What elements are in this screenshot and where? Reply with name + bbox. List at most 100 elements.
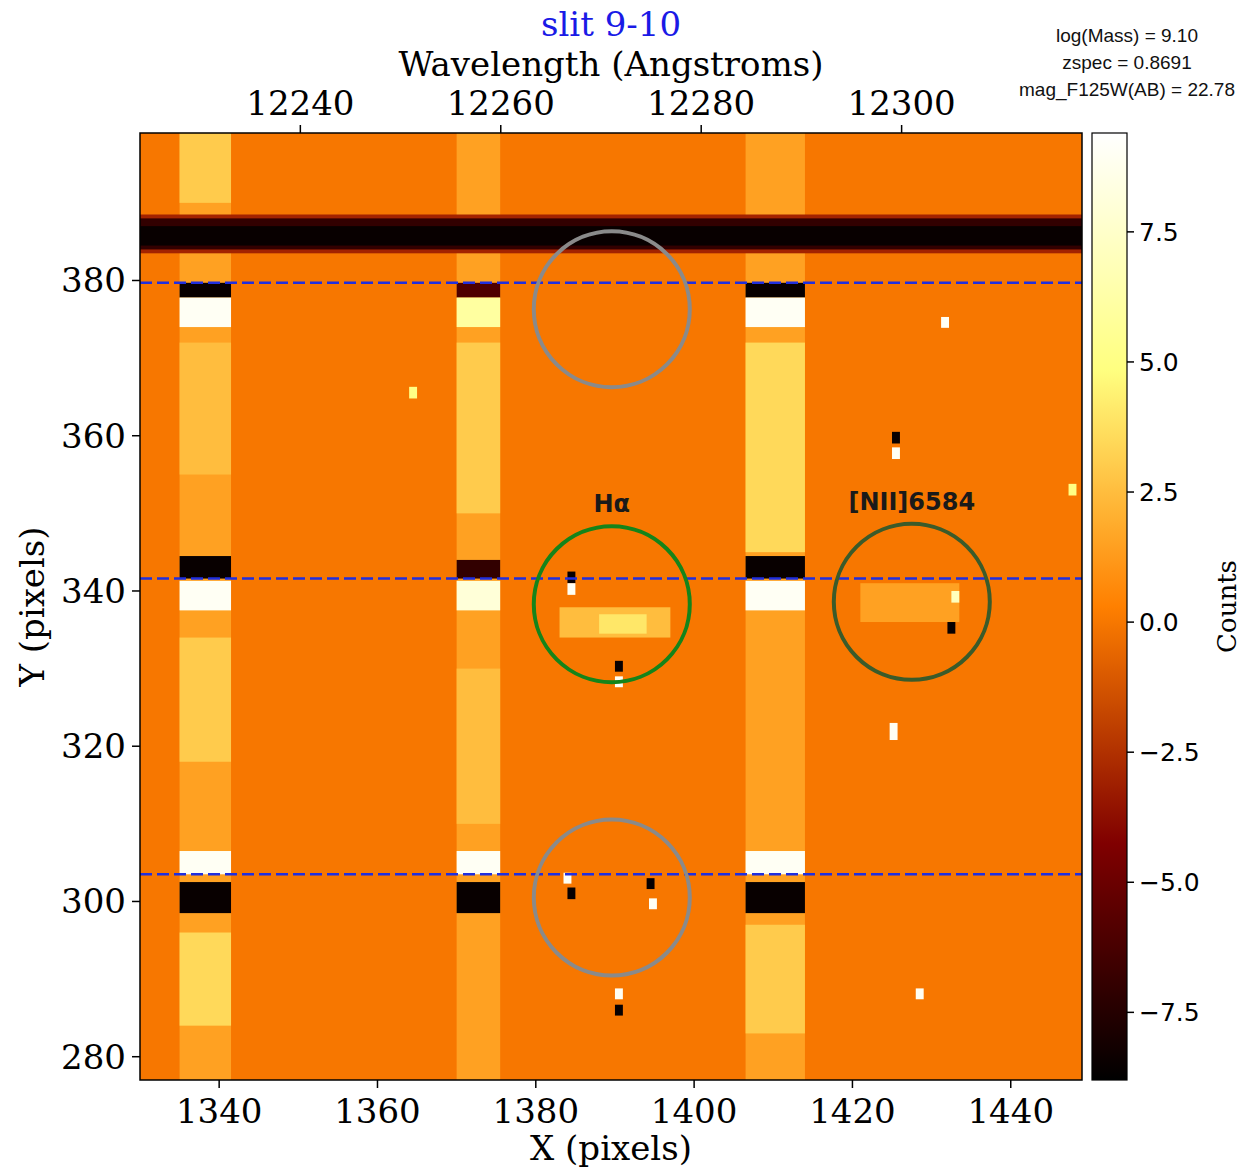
cell — [140, 218, 1082, 249]
cell — [951, 591, 959, 603]
cell — [457, 882, 501, 913]
y-tick — [132, 590, 140, 592]
x2-tick — [300, 125, 302, 133]
x-tick-label: 1380 — [493, 1091, 580, 1131]
line-label: Hα — [594, 490, 631, 518]
colorbar-tick — [1127, 882, 1134, 884]
line-label: [NII]6584 — [848, 488, 975, 516]
y-tick-label: 340 — [61, 571, 126, 611]
cell — [892, 447, 900, 459]
colorbar-tick — [1127, 361, 1134, 363]
cell — [746, 851, 805, 874]
colorbar-tick-label: 7.5 — [1139, 218, 1179, 247]
cell — [615, 661, 623, 672]
cell — [746, 283, 805, 298]
cell — [746, 133, 805, 1080]
x2-tick-label: 12240 — [246, 83, 354, 123]
x2-axis-title: Wavelength (Angstroms) — [399, 44, 824, 84]
y-tick — [132, 745, 140, 747]
cell — [890, 723, 898, 740]
cell — [180, 638, 231, 762]
cell — [409, 387, 417, 399]
x-tick-label: 1360 — [334, 1091, 421, 1131]
cell — [649, 898, 657, 909]
cell — [180, 851, 231, 874]
colorbar-tick — [1127, 491, 1134, 493]
y-tick — [132, 901, 140, 903]
colorbar-tick — [1127, 621, 1134, 623]
colorbar-tick-label: −5.0 — [1139, 868, 1200, 897]
colorbar-tick-label: 2.5 — [1139, 478, 1179, 507]
annotation: zspec = 0.8691 — [1062, 52, 1191, 73]
cell — [1069, 484, 1077, 496]
y-tick-label: 380 — [61, 260, 126, 300]
colorbar-tick — [1127, 751, 1134, 753]
cell — [860, 583, 959, 622]
aperture-circle — [534, 820, 690, 976]
x-tick — [535, 1080, 537, 1088]
colorbar-tick-label: −7.5 — [1139, 998, 1200, 1027]
x-tick — [852, 1080, 854, 1088]
trace-line — [140, 577, 1082, 580]
cell — [140, 215, 1082, 254]
x-axis-title: X (pixels) — [530, 1128, 692, 1168]
cell — [941, 317, 949, 328]
x-tick-label: 1400 — [651, 1091, 738, 1131]
y-tick-label: 300 — [61, 881, 126, 921]
x-tick — [693, 1080, 695, 1088]
annotation: mag_F125W(AB) = 22.78 — [1019, 79, 1235, 101]
x-tick-label: 1420 — [809, 1091, 896, 1131]
y-tick-label: 320 — [61, 726, 126, 766]
x2-tick-label: 12260 — [447, 83, 555, 123]
y-axis-title: Y (pixels) — [12, 526, 52, 687]
x-tick — [218, 1080, 220, 1088]
colorbar-title: Counts — [1212, 560, 1242, 653]
cell — [560, 607, 671, 637]
cell — [599, 614, 646, 633]
y-tick — [132, 435, 140, 437]
cell — [567, 583, 575, 595]
title: slit 9-10 — [541, 4, 681, 44]
cell — [892, 432, 900, 444]
cell — [647, 878, 655, 889]
x-tick — [1010, 1080, 1012, 1088]
image — [140, 133, 1082, 1080]
cell — [457, 298, 501, 327]
colorbar-tick-label: 5.0 — [1139, 348, 1179, 377]
cell — [180, 343, 231, 475]
cell — [947, 622, 955, 634]
cell — [457, 343, 501, 514]
cell — [180, 133, 231, 203]
cell — [457, 581, 501, 610]
x-tick — [377, 1080, 379, 1088]
trace-line — [140, 282, 1082, 285]
cell — [457, 283, 501, 298]
cell — [180, 298, 231, 327]
cell — [457, 669, 501, 824]
x2-tick — [500, 125, 502, 133]
cell — [746, 343, 805, 553]
x2-tick-label: 12300 — [848, 83, 956, 123]
trace-line — [140, 873, 1082, 876]
x-tick-label: 1340 — [176, 1091, 263, 1131]
y-tick-label: 360 — [61, 416, 126, 456]
aperture-circle — [534, 526, 690, 682]
frame — [140, 133, 1082, 1080]
cell — [746, 556, 805, 579]
cell — [457, 851, 501, 874]
annotation: log(Mass) = 9.10 — [1056, 25, 1198, 46]
aperture-circle — [534, 231, 690, 387]
colorbar — [1092, 133, 1127, 1080]
cell — [567, 887, 575, 899]
cell — [180, 882, 231, 913]
cell — [140, 226, 1082, 245]
x2-tick — [700, 125, 702, 133]
colorbar-tick-label: 0.0 — [1139, 608, 1179, 637]
colorbar-tick — [1127, 231, 1134, 233]
aperture-circle — [834, 524, 990, 680]
cell — [180, 581, 231, 610]
cell — [457, 133, 501, 1080]
x2-tick-label: 12280 — [647, 83, 755, 123]
cell — [615, 988, 623, 999]
background — [140, 133, 1082, 1080]
